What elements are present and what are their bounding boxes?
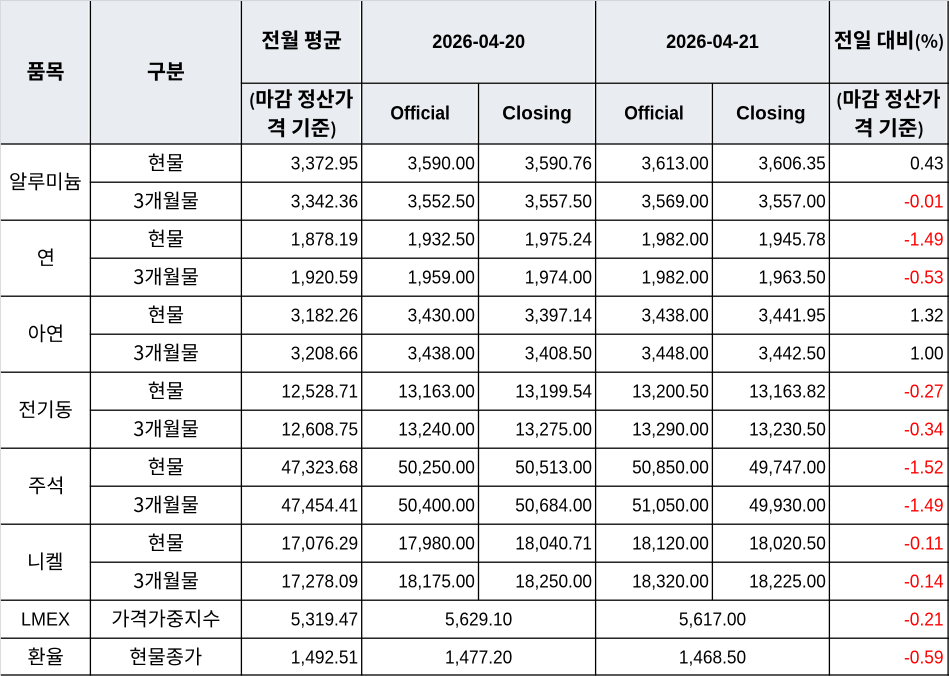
svg-text:Official: Official [390, 102, 450, 124]
svg-text:17,980.00: 17,980.00 [398, 533, 475, 553]
svg-text:1,982.00: 1,982.00 [642, 267, 709, 287]
svg-text:18,175.00: 18,175.00 [398, 571, 475, 591]
svg-text:3,372.95: 3,372.95 [291, 153, 358, 173]
svg-text:50,684.00: 50,684.00 [515, 495, 592, 515]
svg-text:49,930.00: 49,930.00 [749, 495, 826, 515]
svg-text:1,920.59: 1,920.59 [291, 267, 358, 287]
svg-text:0.43: 0.43 [910, 153, 944, 173]
svg-text:3,557.00: 3,557.00 [759, 191, 826, 211]
svg-text:49,747.00: 49,747.00 [749, 457, 826, 477]
svg-text:13,163.82: 13,163.82 [749, 381, 826, 401]
svg-text:3,430.00: 3,430.00 [408, 305, 475, 325]
svg-text:-0.27: -0.27 [904, 381, 944, 401]
svg-text:1.32: 1.32 [910, 305, 944, 325]
svg-text:17,076.29: 17,076.29 [281, 533, 358, 553]
svg-text:3,342.36: 3,342.36 [291, 191, 358, 211]
svg-text:13,275.00: 13,275.00 [515, 419, 592, 439]
svg-text:18,225.00: 18,225.00 [749, 571, 826, 591]
svg-text:3,182.26: 3,182.26 [291, 305, 358, 325]
svg-text:3,208.66: 3,208.66 [291, 343, 358, 363]
svg-text:1,974.00: 1,974.00 [525, 267, 592, 287]
svg-text:1,963.50: 1,963.50 [759, 267, 826, 287]
svg-text:18,020.50: 18,020.50 [749, 533, 826, 553]
svg-text:3,438.00: 3,438.00 [408, 343, 475, 363]
svg-text:13,199.54: 13,199.54 [515, 381, 592, 401]
svg-text:1,477.20: 1,477.20 [445, 647, 512, 667]
svg-text:3,441.95: 3,441.95 [759, 305, 826, 325]
svg-text:18,040.71: 18,040.71 [515, 533, 592, 553]
svg-text:1.00: 1.00 [910, 343, 944, 363]
svg-text:-0.14: -0.14 [904, 571, 944, 591]
svg-text:50,850.00: 50,850.00 [632, 457, 709, 477]
svg-text:3,613.00: 3,613.00 [642, 153, 709, 173]
svg-text:51,050.00: 51,050.00 [632, 495, 709, 515]
svg-text:-0.11: -0.11 [904, 533, 944, 553]
svg-text:5,629.10: 5,629.10 [445, 609, 512, 629]
svg-text:-0.34: -0.34 [904, 419, 944, 439]
svg-text:3,590.76: 3,590.76 [525, 153, 592, 173]
svg-text:18,250.00: 18,250.00 [515, 571, 592, 591]
svg-text:1,945.78: 1,945.78 [759, 229, 826, 249]
svg-text:12,608.75: 12,608.75 [281, 419, 358, 439]
svg-text:1,959.00: 1,959.00 [408, 267, 475, 287]
svg-text:18,120.00: 18,120.00 [632, 533, 709, 553]
svg-text:LMEX: LMEX [21, 610, 70, 630]
svg-text:Closing: Closing [736, 102, 806, 124]
svg-text:3,408.50: 3,408.50 [525, 343, 592, 363]
svg-text:5,319.47: 5,319.47 [291, 609, 358, 629]
svg-text:3,569.00: 3,569.00 [642, 191, 709, 211]
svg-text:13,200.50: 13,200.50 [632, 381, 709, 401]
svg-text:Closing: Closing [502, 102, 572, 124]
svg-text:13,240.00: 13,240.00 [398, 419, 475, 439]
svg-text:3,438.00: 3,438.00 [642, 305, 709, 325]
svg-text:3,448.00: 3,448.00 [642, 343, 709, 363]
svg-text:18,320.00: 18,320.00 [632, 571, 709, 591]
svg-text:3,606.35: 3,606.35 [759, 153, 826, 173]
svg-text:5,617.00: 5,617.00 [679, 609, 746, 629]
svg-text:17,278.09: 17,278.09 [281, 571, 358, 591]
svg-text:50,400.00: 50,400.00 [398, 495, 475, 515]
svg-text:3,557.50: 3,557.50 [525, 191, 592, 211]
svg-text:50,513.00: 50,513.00 [515, 457, 592, 477]
svg-text:3,397.14: 3,397.14 [525, 305, 592, 325]
svg-text:1,982.00: 1,982.00 [642, 229, 709, 249]
svg-text:1,468.50: 1,468.50 [679, 647, 746, 667]
svg-text:-0.59: -0.59 [904, 647, 944, 667]
svg-text:47,454.41: 47,454.41 [281, 495, 358, 515]
svg-text:1,932.50: 1,932.50 [408, 229, 475, 249]
svg-text:-1.49: -1.49 [904, 229, 944, 249]
svg-text:-0.21: -0.21 [904, 609, 944, 629]
svg-text:13,230.50: 13,230.50 [749, 419, 826, 439]
svg-text:-1.52: -1.52 [904, 457, 944, 477]
svg-text:13,163.00: 13,163.00 [398, 381, 475, 401]
svg-text:1,975.24: 1,975.24 [525, 229, 592, 249]
svg-text:-1.49: -1.49 [904, 495, 944, 515]
svg-text:-0.53: -0.53 [904, 267, 944, 287]
svg-text:50,250.00: 50,250.00 [398, 457, 475, 477]
svg-text:1,878.19: 1,878.19 [291, 229, 358, 249]
svg-text:13,290.00: 13,290.00 [632, 419, 709, 439]
svg-text:1,492.51: 1,492.51 [291, 647, 358, 667]
svg-text:Official: Official [624, 102, 684, 124]
svg-text:2026-04-20: 2026-04-20 [432, 32, 525, 53]
svg-text:3,552.50: 3,552.50 [408, 191, 475, 211]
svg-text:3,442.50: 3,442.50 [759, 343, 826, 363]
svg-text:12,528.71: 12,528.71 [281, 381, 358, 401]
svg-text:47,323.68: 47,323.68 [281, 457, 358, 477]
svg-text:2026-04-21: 2026-04-21 [666, 32, 759, 53]
svg-text:3,590.00: 3,590.00 [408, 153, 475, 173]
svg-text:-0.01: -0.01 [904, 191, 944, 211]
